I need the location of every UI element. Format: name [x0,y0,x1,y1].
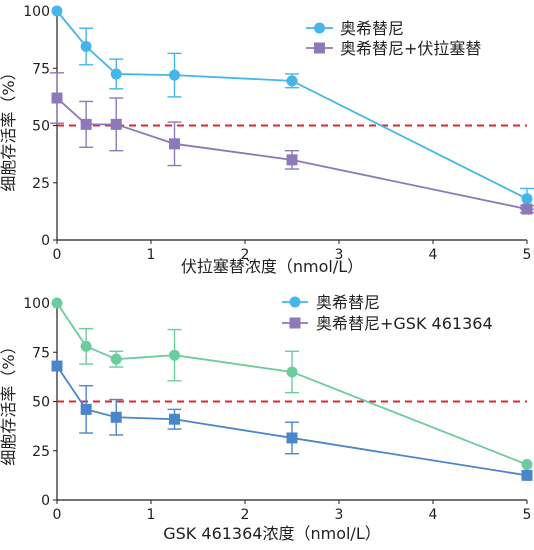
series-1-point [80,118,92,130]
series-1-point [521,203,533,215]
series-0-line [56,10,528,200]
y-tick-label: 50 [32,119,50,135]
y-axis-label: 细胞存活率（%） [0,64,18,191]
y-tick-label: 100 [23,296,50,312]
series-0-point [286,366,298,378]
series-0-point [110,353,122,365]
y-tick-label: 25 [32,444,50,460]
series-1-line [56,365,528,477]
y-tick-label: 50 [32,395,50,411]
series-1-point [110,118,122,130]
y-tick-label: 75 [32,345,50,361]
series-1-point [286,432,298,444]
series-1-point [169,138,180,150]
series-0-point [51,5,63,17]
series-0-point [286,75,298,87]
legend-label-1: 奥希替尼+伏拉塞替 [340,39,481,58]
series-0-point [80,40,92,52]
series-0-line [56,302,528,466]
y-tick-label: 0 [41,493,50,509]
x-axis-label: 伏拉塞替浓度（nmol/L） [181,257,363,276]
legend-marker-1 [314,42,325,54]
y-axis-label: 细胞存活率（%） [0,338,18,465]
legend-marker-0 [314,22,325,34]
series-0-point [51,297,63,309]
series-0-point [80,340,92,352]
x-tick-label: 4 [429,247,438,263]
x-tick-label: 5 [523,507,532,523]
legend-label-0: 奥希替尼 [316,293,380,312]
x-tick-label: 0 [53,507,62,523]
series-1-point [110,411,122,423]
series-1-point [80,403,92,415]
x-tick-label: 4 [429,507,438,523]
series-0-point [169,69,180,81]
series-1-point [51,360,63,372]
x-tick-label: 3 [335,507,344,523]
series-1-point [51,92,63,104]
x-tick-label: 5 [523,247,532,263]
x-tick-label: 2 [241,247,250,263]
legend-label-1: 奥希替尼+GSK 461364 [316,314,493,333]
legend-label-0: 奥希替尼 [340,19,404,38]
x-tick-label: 3 [335,247,344,263]
chart-panel-bottom: 0 25 50 75 100 0 1 2 3 4 5 GSK 461364浓度（nmol/L） 细胞存活… [0,293,533,543]
y-tick-label: 75 [32,61,50,77]
series-0-point [110,68,122,80]
y-tick-label: 100 [23,4,50,20]
x-tick-label: 1 [147,507,156,523]
chart-panel-top: 0 25 50 75 100 0 1 2 3 4 5 伏拉塞替浓度（nmol/L） 细胞存活率（%） 奥希… [0,4,534,276]
y-tick-label: 25 [32,176,50,192]
series-0-point [169,349,180,361]
legend-marker-0 [289,296,301,308]
x-tick-label: 0 [53,247,62,263]
legend-marker-1 [289,317,301,329]
x-tick-label: 2 [241,507,250,523]
series-1-point [286,154,298,166]
x-tick-label: 1 [147,247,156,263]
series-1-point [169,413,180,425]
series-0-point [521,459,533,471]
series-0-point [521,193,533,205]
x-axis-label: GSK 461364浓度（nmol/L） [163,524,380,543]
y-tick-label: 0 [41,233,50,249]
series-1-point [521,469,533,481]
